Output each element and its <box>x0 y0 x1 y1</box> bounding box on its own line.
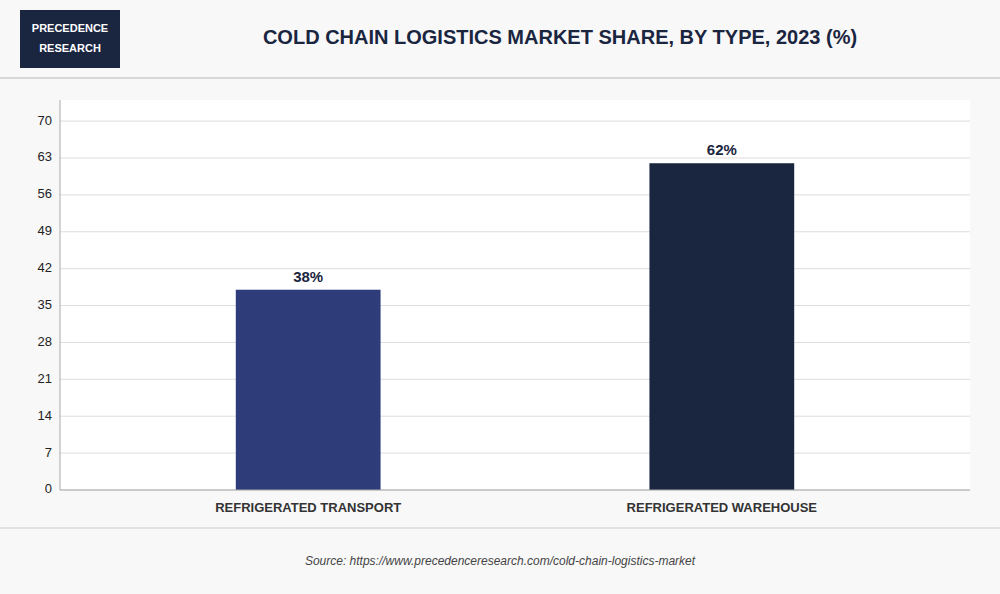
x-tick-label: REFRIGERATED WAREHOUSE <box>627 500 818 515</box>
y-tick-label: 63 <box>38 149 52 164</box>
plot-background <box>60 100 970 490</box>
y-tick-label: 56 <box>38 186 52 201</box>
source: Source: https://www.precedenceresearch.c… <box>305 554 696 568</box>
chart-container: PRECEDENCE RESEARCH COLD CHAIN LOGISTICS M… <box>0 0 1000 594</box>
y-tick-label: 0 <box>45 481 52 496</box>
header-separator <box>0 77 1000 79</box>
bar <box>649 163 794 490</box>
data-label: 38% <box>293 268 323 285</box>
y-tick-label: 70 <box>38 113 52 128</box>
x-tick-label: REFRIGERATED TRANSPORT <box>215 500 401 515</box>
y-tick-label: 28 <box>38 334 52 349</box>
bar <box>236 290 381 490</box>
data-label: 62% <box>707 141 737 158</box>
logo-text: RESEARCH <box>39 42 101 54</box>
source-separator <box>0 528 1000 529</box>
grid-line <box>60 268 970 269</box>
data-labels: 38% 62% <box>293 141 737 284</box>
y-axis-line <box>60 100 61 490</box>
y-axis: 0 7 14 21 28 35 42 49 56 63 70 <box>38 113 970 497</box>
y-tick-label: 49 <box>38 223 52 238</box>
y-tick-label: 7 <box>45 445 52 460</box>
title: COLD CHAIN LOGISTICS MARKET SHARE, BY TY… <box>263 26 857 48</box>
y-tick-label: 21 <box>38 371 52 386</box>
logo-text: PRECEDENCE <box>32 22 108 34</box>
grid-line <box>60 194 970 195</box>
grid-line <box>60 379 970 380</box>
grid-line <box>60 305 970 306</box>
grid-line <box>60 342 970 343</box>
y-tick-label: 14 <box>38 408 52 423</box>
chart-svg: PRECEDENCE RESEARCH COLD CHAIN LOGISTICS M… <box>0 0 1000 594</box>
y-tick-label: 35 <box>38 297 52 312</box>
grid-line <box>60 453 970 454</box>
grid-line <box>60 121 970 122</box>
grid-line <box>60 157 970 158</box>
background <box>0 0 1000 594</box>
logo-box <box>20 10 120 68</box>
grid-line <box>60 231 970 232</box>
grid-line <box>60 490 970 491</box>
x-axis-line <box>60 490 970 491</box>
bars <box>236 163 794 490</box>
y-tick-label: 42 <box>38 260 52 275</box>
grid-line <box>60 416 970 417</box>
